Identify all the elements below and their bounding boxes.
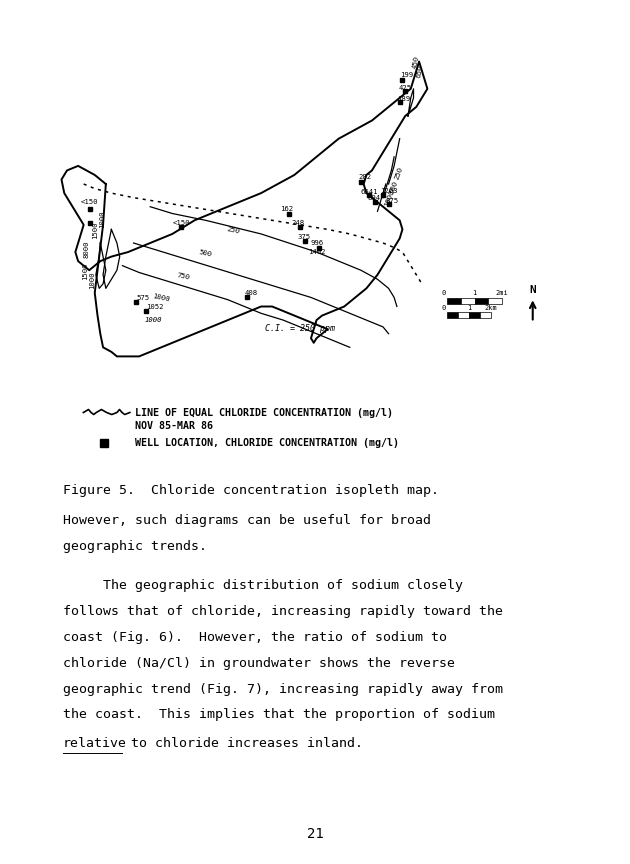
Text: 6541: 6541: [361, 189, 379, 195]
Text: chloride (Na/Cl) in groundwater shows the reverse: chloride (Na/Cl) in groundwater shows th…: [63, 657, 455, 670]
Text: 1500: 1500: [92, 222, 98, 239]
Text: 2km: 2km: [484, 305, 498, 311]
Text: 1000: 1000: [383, 189, 394, 207]
Text: 575: 575: [136, 295, 149, 301]
Text: 1052: 1052: [146, 304, 163, 310]
Text: NOV 85-MAR 86: NOV 85-MAR 86: [135, 421, 213, 431]
Text: 199: 199: [399, 73, 413, 79]
Text: 162: 162: [280, 206, 294, 213]
Bar: [480, 313, 491, 318]
Text: 1263: 1263: [381, 188, 398, 194]
Text: relative: relative: [63, 737, 127, 751]
Text: 450: 450: [412, 55, 420, 69]
Text: 650: 650: [415, 65, 423, 79]
Text: 189: 189: [397, 97, 410, 103]
Text: 1402: 1402: [308, 250, 326, 256]
Text: <150: <150: [81, 200, 98, 206]
Text: follows that of chloride, increasing rapidly toward the: follows that of chloride, increasing rap…: [63, 605, 503, 618]
Bar: [447, 313, 458, 318]
Text: 1000: 1000: [152, 294, 171, 303]
Text: 500: 500: [198, 249, 213, 257]
Text: 425: 425: [399, 85, 411, 91]
Text: LINE OF EQUAL CHLORIDE CONCENTRATION (mg/l): LINE OF EQUAL CHLORIDE CONCENTRATION (mg…: [135, 408, 393, 417]
Bar: [461, 298, 474, 304]
Text: 250: 250: [394, 166, 404, 181]
Text: 250: 250: [226, 226, 241, 235]
Bar: [469, 313, 480, 318]
Text: 1: 1: [467, 305, 471, 311]
Text: 375: 375: [297, 234, 310, 240]
Bar: [474, 298, 488, 304]
Text: 21: 21: [307, 827, 323, 841]
Text: <150: <150: [173, 219, 190, 226]
Text: 0: 0: [442, 305, 446, 311]
Text: The geographic distribution of sodium closely: The geographic distribution of sodium cl…: [63, 579, 463, 592]
Text: geographic trends.: geographic trends.: [63, 540, 207, 553]
Text: However, such diagrams can be useful for broad: However, such diagrams can be useful for…: [63, 514, 431, 527]
Text: 750: 750: [176, 271, 190, 280]
Text: 875: 875: [386, 198, 399, 204]
Text: 1: 1: [472, 290, 477, 296]
Text: 282: 282: [358, 174, 371, 180]
Bar: [447, 298, 461, 304]
Text: 1000: 1000: [89, 272, 95, 289]
Text: 996: 996: [311, 240, 324, 246]
Text: 1000: 1000: [99, 211, 105, 228]
Bar: [488, 298, 502, 304]
Text: 1500: 1500: [83, 263, 89, 280]
Text: C.I. = 250 ppm: C.I. = 250 ppm: [265, 325, 335, 334]
Text: WELL LOCATION, CHLORIDE CONCENTRATION (mg/l): WELL LOCATION, CHLORIDE CONCENTRATION (m…: [135, 437, 399, 448]
Text: geographic trend (Fig. 7), increasing rapidly away from: geographic trend (Fig. 7), increasing ra…: [63, 683, 503, 696]
Text: coast (Fig. 6).  However, the ratio of sodium to: coast (Fig. 6). However, the ratio of so…: [63, 631, 447, 644]
Text: 408: 408: [244, 290, 258, 296]
Text: to chloride increases inland.: to chloride increases inland.: [123, 737, 364, 751]
Bar: [458, 313, 469, 318]
Text: 1000: 1000: [145, 317, 162, 323]
Text: 8000: 8000: [84, 240, 89, 257]
Text: 2mi: 2mi: [496, 290, 508, 296]
Text: the coast.  This implies that the proportion of sodium: the coast. This implies that the proport…: [63, 708, 495, 721]
Text: 500: 500: [389, 180, 399, 194]
Text: Figure 5.  Chloride concentration isopleth map.: Figure 5. Chloride concentration isoplet…: [63, 484, 439, 497]
Text: 894: 894: [367, 195, 381, 201]
Text: 248: 248: [292, 219, 305, 226]
Text: 0: 0: [442, 290, 446, 296]
Text: N: N: [529, 285, 536, 295]
